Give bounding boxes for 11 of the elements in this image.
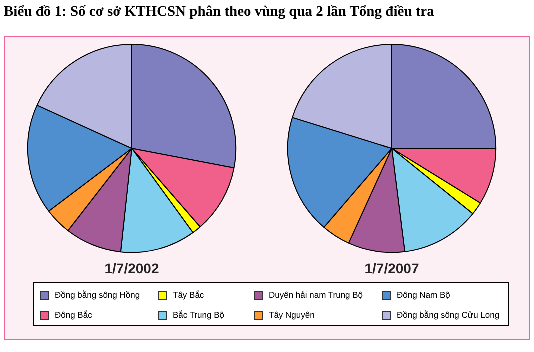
slice-label: 1/7/2007 [364,260,420,276]
legend-label: Đồng bằng sông Cửu Long [397,310,500,320]
legend-label: Tây Nguyên [269,310,315,320]
legend-label: Bắc Trung Bộ [173,310,225,320]
legend-label: Đồng bằng sông Hồng [55,290,140,300]
chart-title: Biểu đồ 1: Số cơ sở KTHCSN phân theo vùng qua 2 lần Tổng điều tra [4,4,434,21]
legend-label: Duyên hải nam Trung Bộ [269,290,364,300]
slice-label: 1/7/2002 [104,260,160,276]
legend-label: Đông Bắc [55,310,92,320]
legend-label: Tây Bắc [173,290,204,300]
legend-label: Đông Nam Bộ [397,290,450,300]
